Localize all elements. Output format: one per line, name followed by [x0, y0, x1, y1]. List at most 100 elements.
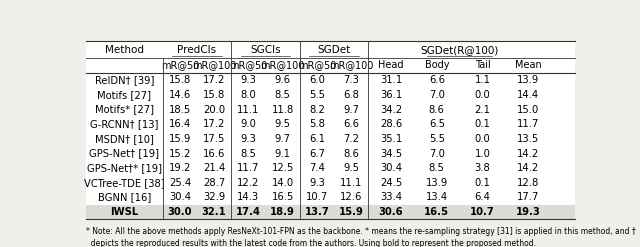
Text: 19.3: 19.3 — [516, 207, 541, 217]
Text: Mean: Mean — [515, 60, 541, 70]
Text: 30.6: 30.6 — [379, 207, 403, 217]
Text: 6.4: 6.4 — [475, 192, 490, 203]
Text: 8.6: 8.6 — [343, 148, 359, 159]
Text: 2.1: 2.1 — [475, 104, 491, 115]
Text: MSDN† [10]: MSDN† [10] — [95, 134, 154, 144]
Text: 8.2: 8.2 — [309, 104, 324, 115]
Text: 13.7: 13.7 — [305, 207, 329, 217]
Text: 9.3: 9.3 — [241, 75, 257, 85]
Text: 16.6: 16.6 — [203, 148, 225, 159]
Text: GPS-Net† [19]: GPS-Net† [19] — [90, 148, 159, 159]
Text: 16.4: 16.4 — [169, 119, 191, 129]
Text: 16.5: 16.5 — [424, 207, 449, 217]
Text: 30.4: 30.4 — [380, 163, 402, 173]
Text: 8.6: 8.6 — [429, 104, 445, 115]
Text: 11.7: 11.7 — [237, 163, 260, 173]
Text: 14.3: 14.3 — [237, 192, 259, 203]
Text: 20.0: 20.0 — [203, 104, 225, 115]
Text: Method: Method — [105, 45, 144, 55]
Text: PredCls: PredCls — [177, 45, 216, 55]
Text: 15.8: 15.8 — [203, 90, 225, 100]
Text: 30.0: 30.0 — [168, 207, 192, 217]
Text: 14.4: 14.4 — [517, 90, 540, 100]
Text: 3.8: 3.8 — [475, 163, 490, 173]
Text: 9.3: 9.3 — [309, 178, 324, 188]
Text: 12.5: 12.5 — [271, 163, 294, 173]
Text: 7.0: 7.0 — [429, 90, 445, 100]
Text: Motifs* [27]: Motifs* [27] — [95, 104, 154, 115]
Text: mR@50: mR@50 — [229, 60, 268, 70]
Text: 9.1: 9.1 — [275, 148, 291, 159]
Text: 6.0: 6.0 — [309, 75, 324, 85]
Text: 33.4: 33.4 — [380, 192, 402, 203]
Text: 14.2: 14.2 — [517, 163, 540, 173]
Text: 36.1: 36.1 — [380, 90, 402, 100]
Text: 15.0: 15.0 — [517, 104, 540, 115]
Text: 9.0: 9.0 — [241, 119, 257, 129]
Text: 19.2: 19.2 — [169, 163, 191, 173]
Text: 15.8: 15.8 — [169, 75, 191, 85]
Text: 1.0: 1.0 — [475, 148, 490, 159]
Text: 11.7: 11.7 — [517, 119, 540, 129]
Text: 13.9: 13.9 — [517, 75, 540, 85]
Text: 10.7: 10.7 — [470, 207, 495, 217]
Text: 25.4: 25.4 — [169, 178, 191, 188]
Text: 15.9: 15.9 — [339, 207, 364, 217]
Text: 32.1: 32.1 — [202, 207, 227, 217]
Text: 8.5: 8.5 — [275, 90, 291, 100]
Text: 12.8: 12.8 — [517, 178, 540, 188]
Text: 21.4: 21.4 — [203, 163, 225, 173]
Text: 35.1: 35.1 — [380, 134, 402, 144]
Text: SGDet: SGDet — [317, 45, 351, 55]
Text: 9.3: 9.3 — [241, 134, 257, 144]
Text: 18.9: 18.9 — [270, 207, 295, 217]
Text: 5.8: 5.8 — [309, 119, 324, 129]
Text: 17.2: 17.2 — [203, 75, 225, 85]
Text: 0.0: 0.0 — [475, 134, 490, 144]
Text: 11.1: 11.1 — [237, 104, 260, 115]
Text: 5.5: 5.5 — [309, 90, 325, 100]
Text: 0.1: 0.1 — [475, 178, 490, 188]
Text: mR@50: mR@50 — [161, 60, 199, 70]
Text: Motifs [27]: Motifs [27] — [97, 90, 152, 100]
Text: 7.4: 7.4 — [309, 163, 324, 173]
Text: 14.0: 14.0 — [271, 178, 294, 188]
Text: 28.6: 28.6 — [380, 119, 402, 129]
Text: 17.5: 17.5 — [203, 134, 225, 144]
Text: 9.6: 9.6 — [275, 75, 291, 85]
Text: 10.7: 10.7 — [306, 192, 328, 203]
Text: 7.0: 7.0 — [429, 148, 445, 159]
Text: 32.9: 32.9 — [203, 192, 225, 203]
Text: 17.2: 17.2 — [203, 119, 225, 129]
Text: 12.2: 12.2 — [237, 178, 260, 188]
Text: mR@50: mR@50 — [298, 60, 336, 70]
Text: SGCls: SGCls — [250, 45, 281, 55]
Text: 12.6: 12.6 — [340, 192, 362, 203]
Text: GPS-Net†* [19]: GPS-Net†* [19] — [87, 163, 162, 173]
Text: 34.5: 34.5 — [380, 148, 402, 159]
Text: 13.5: 13.5 — [517, 134, 540, 144]
Text: 15.2: 15.2 — [169, 148, 191, 159]
FancyBboxPatch shape — [86, 205, 575, 219]
Text: 8.0: 8.0 — [241, 90, 256, 100]
Text: 6.7: 6.7 — [309, 148, 325, 159]
Text: mR@100: mR@100 — [260, 60, 305, 70]
Text: 16.5: 16.5 — [271, 192, 294, 203]
Text: * Note: All the above methods apply ResNeXt-101-FPN as the backbone. * means the: * Note: All the above methods apply ResN… — [86, 227, 636, 247]
Text: 13.4: 13.4 — [426, 192, 448, 203]
Text: 9.5: 9.5 — [275, 119, 291, 129]
Text: 9.7: 9.7 — [275, 134, 291, 144]
Text: 8.5: 8.5 — [429, 163, 445, 173]
Text: 15.9: 15.9 — [169, 134, 191, 144]
Text: 18.5: 18.5 — [169, 104, 191, 115]
Text: 31.1: 31.1 — [380, 75, 402, 85]
Text: 7.3: 7.3 — [343, 75, 359, 85]
FancyBboxPatch shape — [86, 41, 575, 219]
Text: 5.5: 5.5 — [429, 134, 445, 144]
Text: 11.8: 11.8 — [271, 104, 294, 115]
Text: Tail: Tail — [475, 60, 490, 70]
Text: 24.5: 24.5 — [380, 178, 402, 188]
Text: 30.4: 30.4 — [169, 192, 191, 203]
Text: G-RCNN† [13]: G-RCNN† [13] — [90, 119, 159, 129]
Text: BGNN [16]: BGNN [16] — [98, 192, 151, 203]
